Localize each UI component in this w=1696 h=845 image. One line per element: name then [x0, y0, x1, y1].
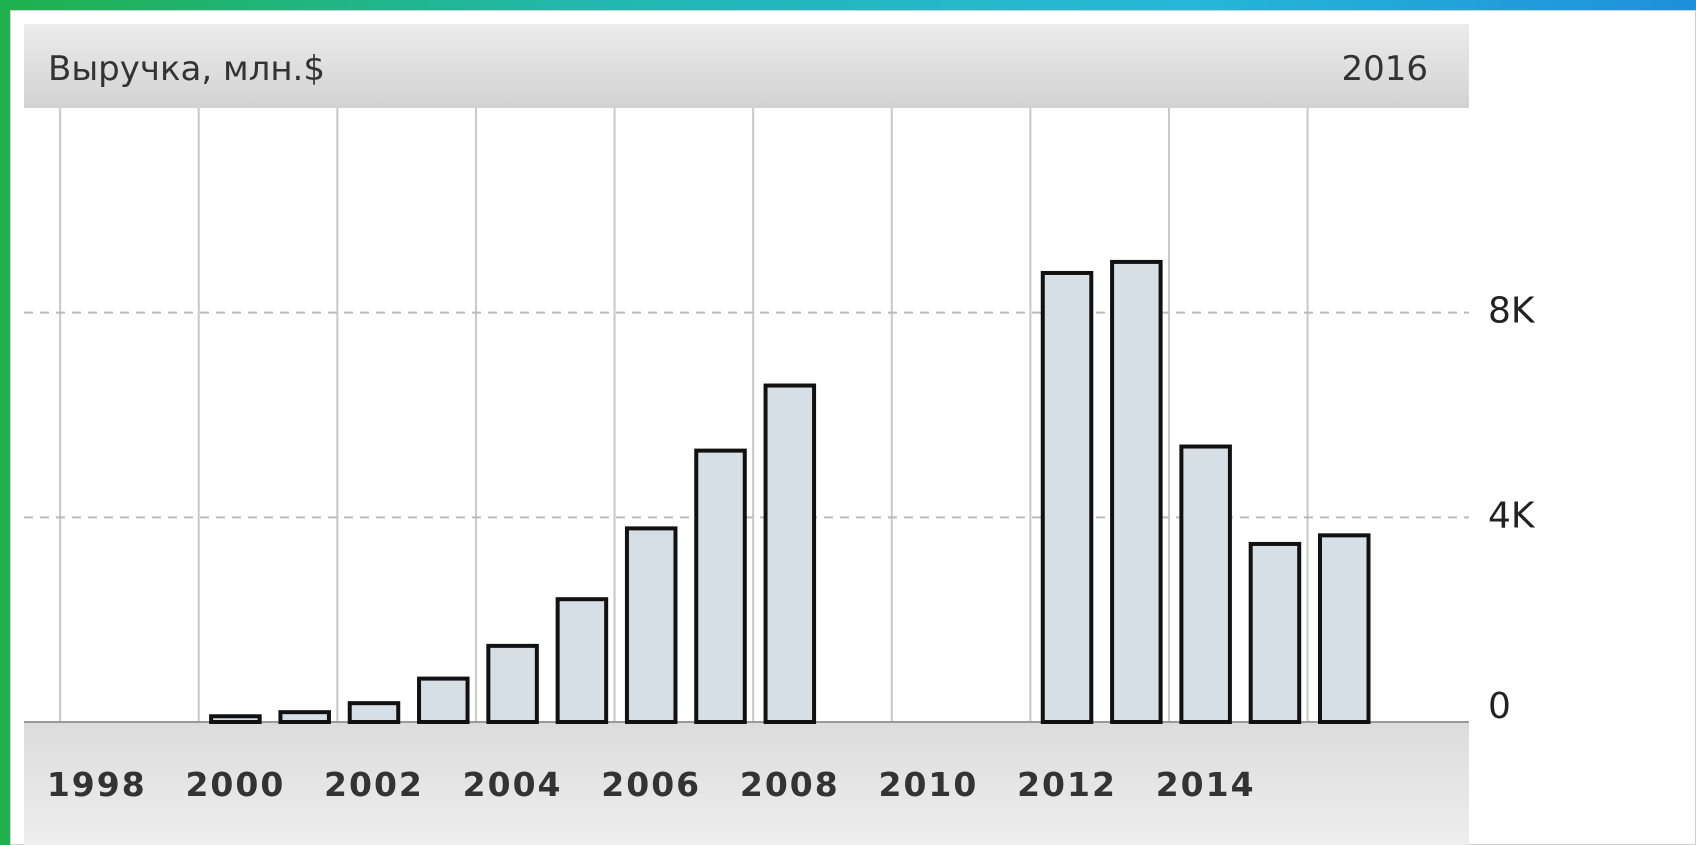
- x-tick-2002: 2002: [324, 765, 424, 804]
- chart-panel: Выручка, млн.$ 2016 0 4K 8K 1998 2000 2002 20…: [10, 10, 1696, 845]
- x-tick-2010: 2010: [878, 765, 978, 804]
- bar-2000: [209, 714, 262, 725]
- bar-2006: [624, 526, 678, 724]
- bar-2002: [347, 701, 401, 724]
- bar-2013: [1110, 259, 1163, 724]
- y-tick-8K: 8K: [1488, 291, 1536, 332]
- bar-layer: [209, 259, 1371, 725]
- period-label: 2016: [1341, 49, 1428, 89]
- x-tick-1998: 1998: [47, 765, 147, 804]
- x-axis-band: [24, 722, 1469, 845]
- chart-title: Выручка, млн.$: [48, 49, 325, 89]
- revenue-chart: Выручка, млн.$ 2016 0 4K 8K 1998 2000 2002 20…: [24, 24, 1536, 845]
- bar-2007: [694, 448, 747, 724]
- bar-2014: [1179, 444, 1232, 724]
- bar-2003: [417, 676, 470, 724]
- x-tick-2012: 2012: [1017, 765, 1117, 804]
- y-tick-4K: 4K: [1488, 495, 1536, 536]
- bar-2005: [555, 597, 609, 725]
- bar-2015: [1248, 541, 1302, 724]
- bar-2004: [486, 643, 539, 725]
- bar-2001: [278, 710, 331, 725]
- y-tick-layer: 0 4K 8K: [1488, 291, 1536, 727]
- bar-2016: [1317, 533, 1371, 724]
- x-tick-2000: 2000: [185, 765, 285, 804]
- y-tick-0: 0: [1488, 686, 1511, 727]
- x-tick-layer: 1998 2000 2002 2004 2006 2008 2010 2012 2014: [47, 765, 1256, 804]
- bar-2008: [763, 383, 817, 724]
- x-tick-2014: 2014: [1156, 765, 1256, 804]
- x-tick-2008: 2008: [740, 765, 840, 804]
- bar-2012: [1040, 270, 1094, 724]
- x-tick-2006: 2006: [601, 765, 701, 804]
- chart-header-bar: [24, 24, 1469, 108]
- x-tick-2004: 2004: [463, 765, 563, 804]
